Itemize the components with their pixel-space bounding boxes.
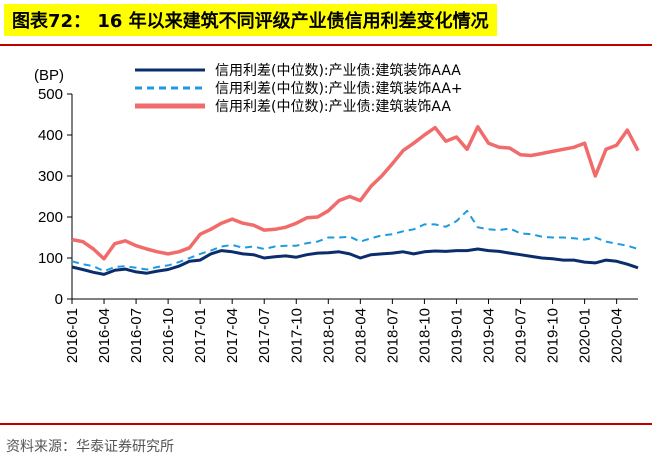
x-tick-label: 2020-01 <box>577 308 594 363</box>
y-tick-label: 500 <box>38 86 63 103</box>
bottom-divider <box>0 423 652 425</box>
y-tick-label: 400 <box>38 127 63 144</box>
legend: 信用利差(中位数):产业债:建筑装饰AAA 信用利差(中位数):产业债:建筑装饰A… <box>135 63 463 115</box>
x-tick-label: 2016-07 <box>128 308 145 363</box>
y-tick-label: 100 <box>38 250 63 267</box>
x-tick-label: 2020-04 <box>609 308 626 363</box>
x-tick-label: 2018-07 <box>384 308 401 363</box>
series-lines <box>71 125 640 276</box>
x-tick-label: 2018-01 <box>320 308 337 363</box>
x-tick-label: 2019-10 <box>545 308 562 363</box>
line-chart: (BP) 0 100 200 300 400 500 2016-01 2016-04 2016-0… <box>34 63 640 363</box>
x-tick-label: 2017-10 <box>288 308 305 363</box>
x-tick-label: 2016-01 <box>64 308 81 363</box>
x-tick-label: 2019-07 <box>513 308 530 363</box>
legend-label-1: 信用利差(中位数):产业债:建筑装饰AAA <box>215 63 461 79</box>
x-tick-label: 2017-04 <box>224 308 241 363</box>
y-tick-label: 200 <box>38 209 63 226</box>
x-tick-label: 2016-10 <box>160 308 177 363</box>
legend-label-2: 信用利差(中位数):产业债:建筑装饰AA+ <box>215 81 463 97</box>
series-line-1 <box>71 247 639 276</box>
top-divider <box>0 44 652 46</box>
figure-title: 图表72： 16 年以来建筑不同评级产业债信用利差变化情况 <box>4 4 497 36</box>
x-tick-label: 2018-10 <box>416 308 433 363</box>
series-line-3 <box>71 125 640 261</box>
x-tick-label: 2017-01 <box>192 308 209 363</box>
figure-title-text: 图表72： 16 年以来建筑不同评级产业债信用利差变化情况 <box>12 11 489 32</box>
y-unit-label: (BP) <box>34 67 64 84</box>
series-line-2 <box>71 209 639 273</box>
x-tick-label: 2019-04 <box>480 308 497 363</box>
x-tick-label: 2019-01 <box>448 308 465 363</box>
legend-label-3: 信用利差(中位数):产业债:建筑装饰AA <box>215 99 451 115</box>
x-tick-label: 2016-04 <box>96 308 113 363</box>
axes: (BP) 0 100 200 300 400 500 2016-01 2016-04 2016-0… <box>34 67 638 363</box>
source-note: 资料来源：华泰证券研究所 <box>6 439 174 455</box>
x-tick-label: 2017-07 <box>256 308 273 363</box>
x-tick-label: 2018-04 <box>352 308 369 363</box>
y-tick-label: 300 <box>38 168 63 185</box>
y-tick-label: 0 <box>55 291 63 308</box>
